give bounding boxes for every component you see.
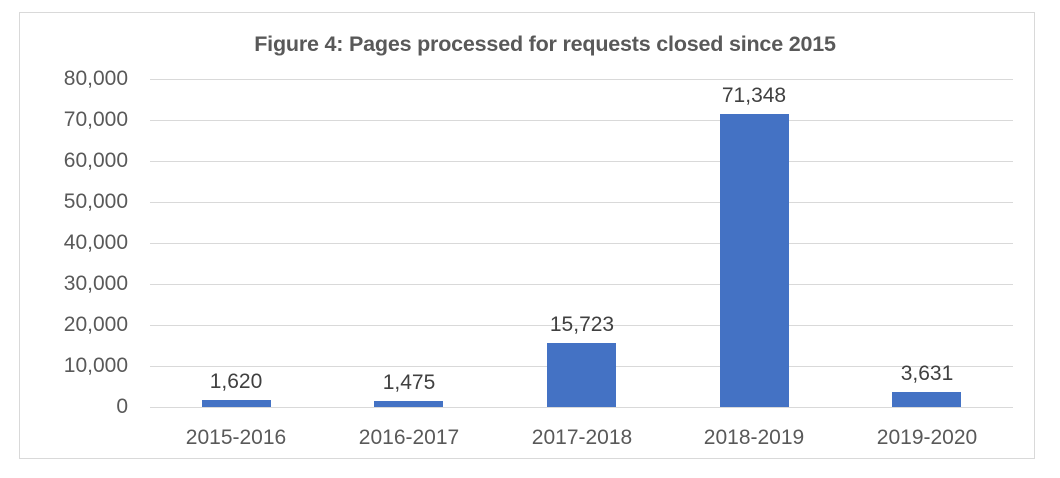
data-label: 15,723 (549, 313, 615, 336)
bar (720, 114, 789, 407)
bar (892, 392, 961, 407)
data-label: 3,631 (900, 362, 954, 385)
x-tick-label: 2015-2016 (185, 426, 287, 449)
data-label: 71,348 (721, 84, 787, 107)
y-tick-label: 0 (116, 395, 128, 418)
y-tick-label: 10,000 (63, 354, 128, 377)
y-tick-label: 60,000 (63, 149, 128, 172)
data-label: 1,475 (382, 371, 436, 394)
x-tick-label: 2017-2018 (531, 426, 633, 449)
bar (547, 343, 616, 407)
y-tick-label: 80,000 (63, 67, 128, 90)
gridline (150, 79, 1013, 80)
y-tick-label: 20,000 (63, 313, 128, 336)
y-tick-label: 40,000 (63, 231, 128, 254)
data-label: 1,620 (209, 370, 263, 393)
gridline (150, 284, 1013, 285)
y-tick-label: 30,000 (63, 272, 128, 295)
x-tick-label: 2019-2020 (876, 426, 978, 449)
gridline (150, 407, 1013, 408)
gridline (150, 325, 1013, 326)
bar (202, 400, 271, 407)
bar (374, 401, 443, 407)
x-tick-label: 2016-2017 (358, 426, 460, 449)
gridline (150, 161, 1013, 162)
y-tick-label: 50,000 (63, 190, 128, 213)
x-tick-label: 2018-2019 (703, 426, 805, 449)
chart-title: Figure 4: Pages processed for requests c… (254, 32, 836, 56)
y-tick-label: 70,000 (63, 108, 128, 131)
gridline (150, 120, 1013, 121)
gridline (150, 243, 1013, 244)
chart-frame (19, 12, 1035, 459)
gridline (150, 202, 1013, 203)
